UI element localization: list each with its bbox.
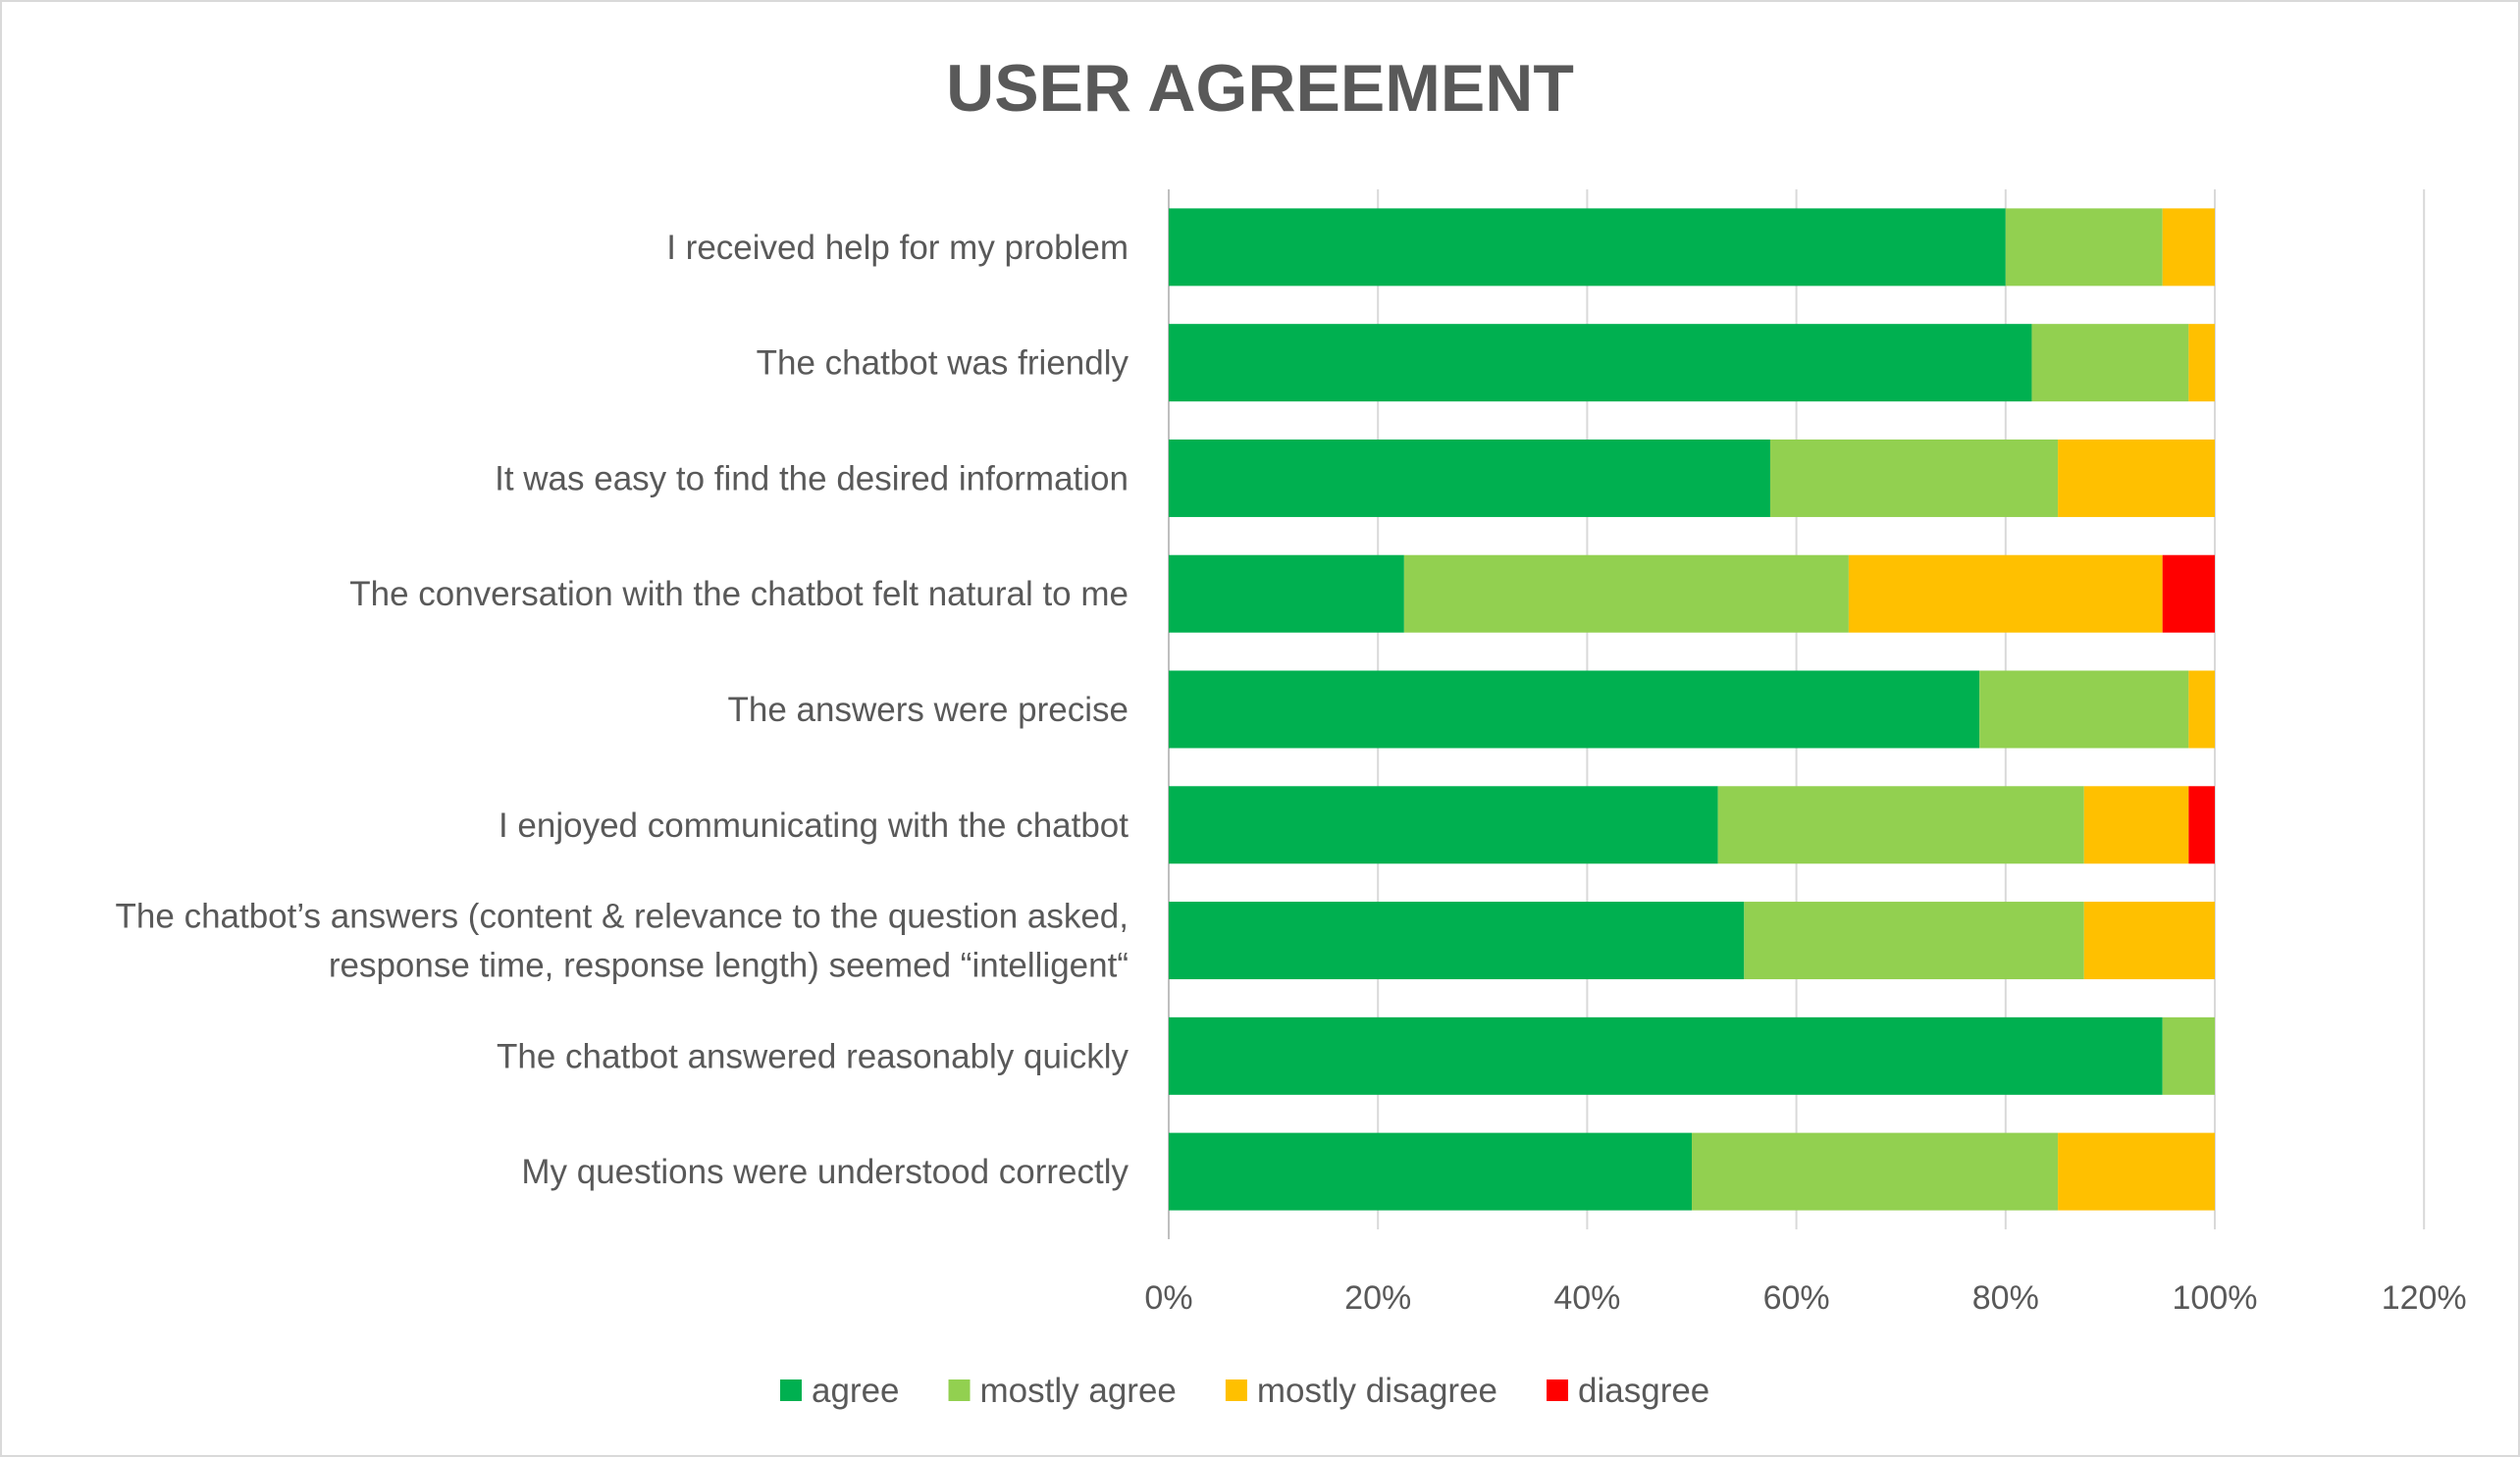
legend-label: mostly agree: [980, 1372, 1177, 1410]
legend-swatch: [948, 1379, 971, 1401]
bar-mostly-agree: [1744, 902, 2084, 980]
category-label: I enjoyed communicating with the chatbot: [499, 807, 1129, 845]
bar-agree: [1169, 1016, 2163, 1095]
bar-agree: [1169, 439, 1770, 517]
bar-mostly-agree: [1769, 439, 2059, 517]
x-tick-label: 120%: [2382, 1279, 2467, 1317]
bar-mostly-disagree: [2162, 208, 2215, 286]
bar-mostly-disagree: [2188, 324, 2215, 402]
bar-diasgree: [2162, 554, 2215, 633]
legend-swatch: [1547, 1379, 1569, 1401]
bar-mostly-disagree: [1848, 554, 2163, 633]
bar-mostly-agree: [2031, 324, 2189, 402]
bar-mostly-agree: [1692, 1132, 2059, 1211]
bar-mostly-disagree: [2058, 1132, 2215, 1211]
bar-mostly-disagree: [2188, 670, 2215, 749]
category-label: The chatbot’s answers (content & relevan…: [116, 898, 1129, 985]
category-label: The chatbot was friendly: [757, 344, 1129, 383]
x-tick-label: 60%: [1763, 1279, 1830, 1317]
category-label: It was easy to find the desired informat…: [495, 459, 1129, 497]
category-label: The chatbot answered reasonably quickly: [497, 1037, 1129, 1075]
chart-title: USER AGREEMENT: [946, 51, 1574, 126]
bar-mostly-agree: [2005, 208, 2163, 286]
bar-mostly-agree: [1717, 786, 2084, 864]
category-label: The answers were precise: [728, 691, 1129, 729]
bar-agree: [1169, 902, 1745, 980]
x-tick-label: 20%: [1344, 1279, 1411, 1317]
bar-mostly-disagree: [2083, 902, 2215, 980]
bar-agree: [1169, 554, 1404, 633]
bar-diasgree: [2188, 786, 2215, 864]
x-tick-label: 100%: [2173, 1279, 2258, 1317]
legend-swatch: [780, 1379, 802, 1401]
bar-mostly-disagree: [2083, 786, 2189, 864]
legend-swatch: [1225, 1379, 1247, 1401]
bar-agree: [1169, 1132, 1692, 1211]
x-tick-label: 80%: [1972, 1279, 2039, 1317]
bar-mostly-agree: [2162, 1016, 2215, 1095]
category-label: My questions were understood correctly: [521, 1153, 1129, 1191]
bar-agree: [1169, 324, 2032, 402]
legend-label: diasgree: [1578, 1372, 1709, 1410]
x-tick-label: 0%: [1144, 1279, 1192, 1317]
bar-mostly-agree: [1979, 670, 2189, 749]
bar-agree: [1169, 670, 1980, 749]
category-label: The conversation with the chatbot felt n…: [349, 575, 1129, 613]
bar-agree: [1169, 208, 2006, 286]
bar-mostly-agree: [1403, 554, 1849, 633]
bar-agree: [1169, 786, 1718, 864]
legend-label: agree: [812, 1372, 900, 1410]
category-label: I received help for my problem: [666, 229, 1129, 267]
x-tick-label: 40%: [1553, 1279, 1620, 1317]
bar-mostly-disagree: [2058, 439, 2215, 517]
legend-label: mostly disagree: [1257, 1372, 1497, 1410]
